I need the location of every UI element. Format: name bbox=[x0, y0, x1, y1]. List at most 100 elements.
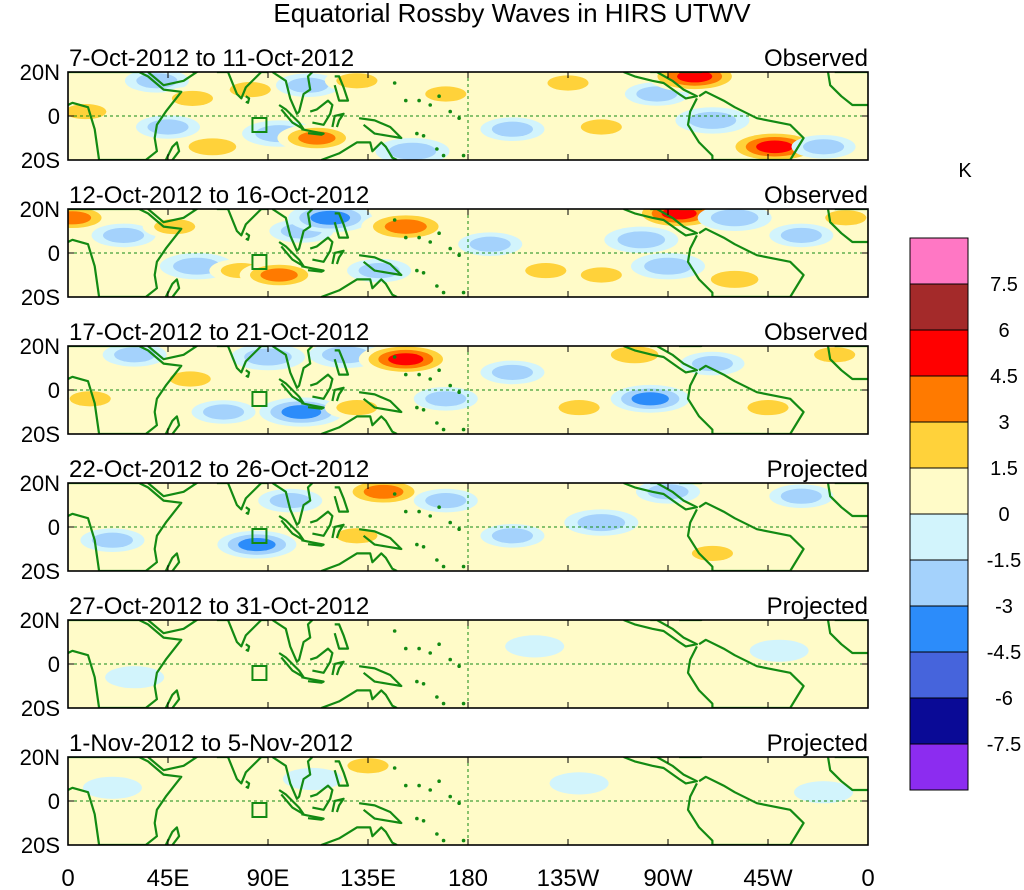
anomaly-feature bbox=[217, 530, 297, 559]
anomaly-contour bbox=[677, 72, 713, 83]
anomaly-feature bbox=[218, 77, 283, 102]
panel-stack: 20N 0 20S 7-Oct-2012 to 11-Oct-2012 Observed… bbox=[20, 45, 869, 858]
anomaly-feature bbox=[413, 82, 478, 106]
panel-date-range: 27-Oct-2012 to 31-Oct-2012 bbox=[69, 593, 369, 620]
anomaly-feature bbox=[791, 135, 856, 159]
panel-status: Observed bbox=[764, 182, 868, 209]
island bbox=[437, 231, 441, 235]
anomaly-feature bbox=[358, 346, 453, 376]
y-tick-label: 20N bbox=[20, 608, 60, 633]
panel-status: Observed bbox=[764, 45, 868, 72]
colorbar-swatch bbox=[909, 605, 969, 653]
anomaly-feature bbox=[231, 346, 305, 371]
panel-6: 20N 0 20S 1-Nov-2012 to 5-Nov-2012 Projected bbox=[20, 730, 869, 858]
island bbox=[403, 646, 408, 651]
y-tick-label: 20S bbox=[21, 559, 60, 584]
panel-status: Projected bbox=[767, 593, 868, 620]
y-tick-label: 0 bbox=[48, 104, 60, 129]
anomaly-contour bbox=[336, 73, 378, 89]
anomaly-feature bbox=[769, 484, 834, 509]
colorbar-level-label: -1.5 bbox=[987, 550, 1021, 572]
anomaly-contour bbox=[174, 808, 229, 829]
island bbox=[415, 816, 419, 821]
island bbox=[417, 235, 421, 240]
island bbox=[428, 377, 433, 381]
anomaly-contour bbox=[68, 104, 107, 120]
island bbox=[461, 427, 466, 432]
island bbox=[441, 290, 446, 295]
anomaly-contour bbox=[105, 666, 165, 689]
anomaly-contour bbox=[229, 82, 271, 98]
anomaly-contour bbox=[794, 781, 854, 804]
anomaly-feature bbox=[324, 72, 389, 93]
x-tick-label: 45W bbox=[743, 865, 793, 890]
anomaly-contour bbox=[491, 528, 534, 544]
colorbar-swatch bbox=[909, 467, 969, 515]
island bbox=[421, 682, 426, 686]
anomaly-feature bbox=[68, 387, 123, 411]
y-tick-label: 20N bbox=[20, 334, 60, 359]
island bbox=[441, 701, 446, 706]
coastline bbox=[68, 483, 868, 571]
anomaly-feature bbox=[191, 400, 256, 424]
island bbox=[421, 134, 426, 138]
anomaly-contour bbox=[388, 142, 437, 160]
panel-4: 20N 0 20S 22-Oct-2012 to 26-Oct-2012 Project… bbox=[20, 456, 869, 584]
anomaly-contour bbox=[363, 484, 404, 499]
island bbox=[461, 153, 466, 158]
anomaly-contour bbox=[549, 772, 609, 795]
island bbox=[435, 421, 439, 425]
chart-title: Equatorial Rossby Waves in HIRS UTWV bbox=[273, 0, 751, 28]
anomaly-feature bbox=[480, 360, 545, 385]
island bbox=[461, 564, 466, 569]
anomaly-feature bbox=[375, 138, 450, 160]
anomaly-contour bbox=[749, 639, 809, 662]
x-tick-label: 180 bbox=[448, 865, 488, 890]
y-tick-label: 20S bbox=[21, 696, 60, 721]
island bbox=[437, 368, 441, 373]
island bbox=[437, 94, 441, 98]
colorbar-level-label: 4.5 bbox=[990, 366, 1018, 388]
island bbox=[457, 664, 461, 668]
anomaly-feature bbox=[564, 509, 639, 536]
anomaly-feature bbox=[513, 258, 578, 283]
island bbox=[417, 98, 421, 103]
y-tick-label: 20S bbox=[21, 422, 60, 447]
anomaly-contour bbox=[282, 767, 342, 791]
colorbar-swatch bbox=[909, 559, 969, 607]
y-tick-label: 20S bbox=[21, 833, 60, 858]
panel-date-range: 17-Oct-2012 to 21-Oct-2012 bbox=[69, 319, 369, 346]
anomaly-feature bbox=[158, 367, 223, 391]
panel-date-range: 12-Oct-2012 to 16-Oct-2012 bbox=[69, 182, 369, 209]
island bbox=[457, 801, 461, 805]
anomaly-contour bbox=[425, 391, 467, 407]
anomaly-contour bbox=[577, 514, 626, 532]
island bbox=[415, 542, 419, 547]
anomaly-feature bbox=[413, 387, 478, 411]
anomaly-feature bbox=[697, 209, 772, 231]
island bbox=[403, 783, 408, 788]
anomaly-contour bbox=[388, 353, 424, 366]
island bbox=[435, 832, 439, 836]
island bbox=[448, 383, 453, 388]
island bbox=[457, 390, 461, 395]
island bbox=[415, 405, 419, 410]
colorbar-level-label: 0 bbox=[998, 504, 1009, 526]
island bbox=[403, 509, 408, 514]
anomaly-feature bbox=[680, 541, 745, 566]
island bbox=[448, 109, 453, 114]
anomaly-feature bbox=[413, 488, 478, 513]
island bbox=[441, 838, 446, 843]
island bbox=[392, 218, 397, 222]
anomaly-contour bbox=[298, 131, 336, 145]
panel-status: Observed bbox=[764, 319, 868, 346]
anomaly-contour bbox=[636, 86, 678, 102]
anomaly-contour bbox=[756, 140, 794, 154]
anomaly-contour bbox=[384, 219, 427, 234]
colorbar: K 7.5 6 4.5 3 1.5 0 -1.5 -3 -4.5 -6 -7.5 bbox=[909, 160, 1021, 791]
island bbox=[428, 514, 433, 518]
anomaly-feature bbox=[336, 757, 400, 778]
panel-status: Projected bbox=[767, 730, 868, 757]
anomaly-contour bbox=[825, 210, 867, 226]
island bbox=[457, 116, 461, 120]
